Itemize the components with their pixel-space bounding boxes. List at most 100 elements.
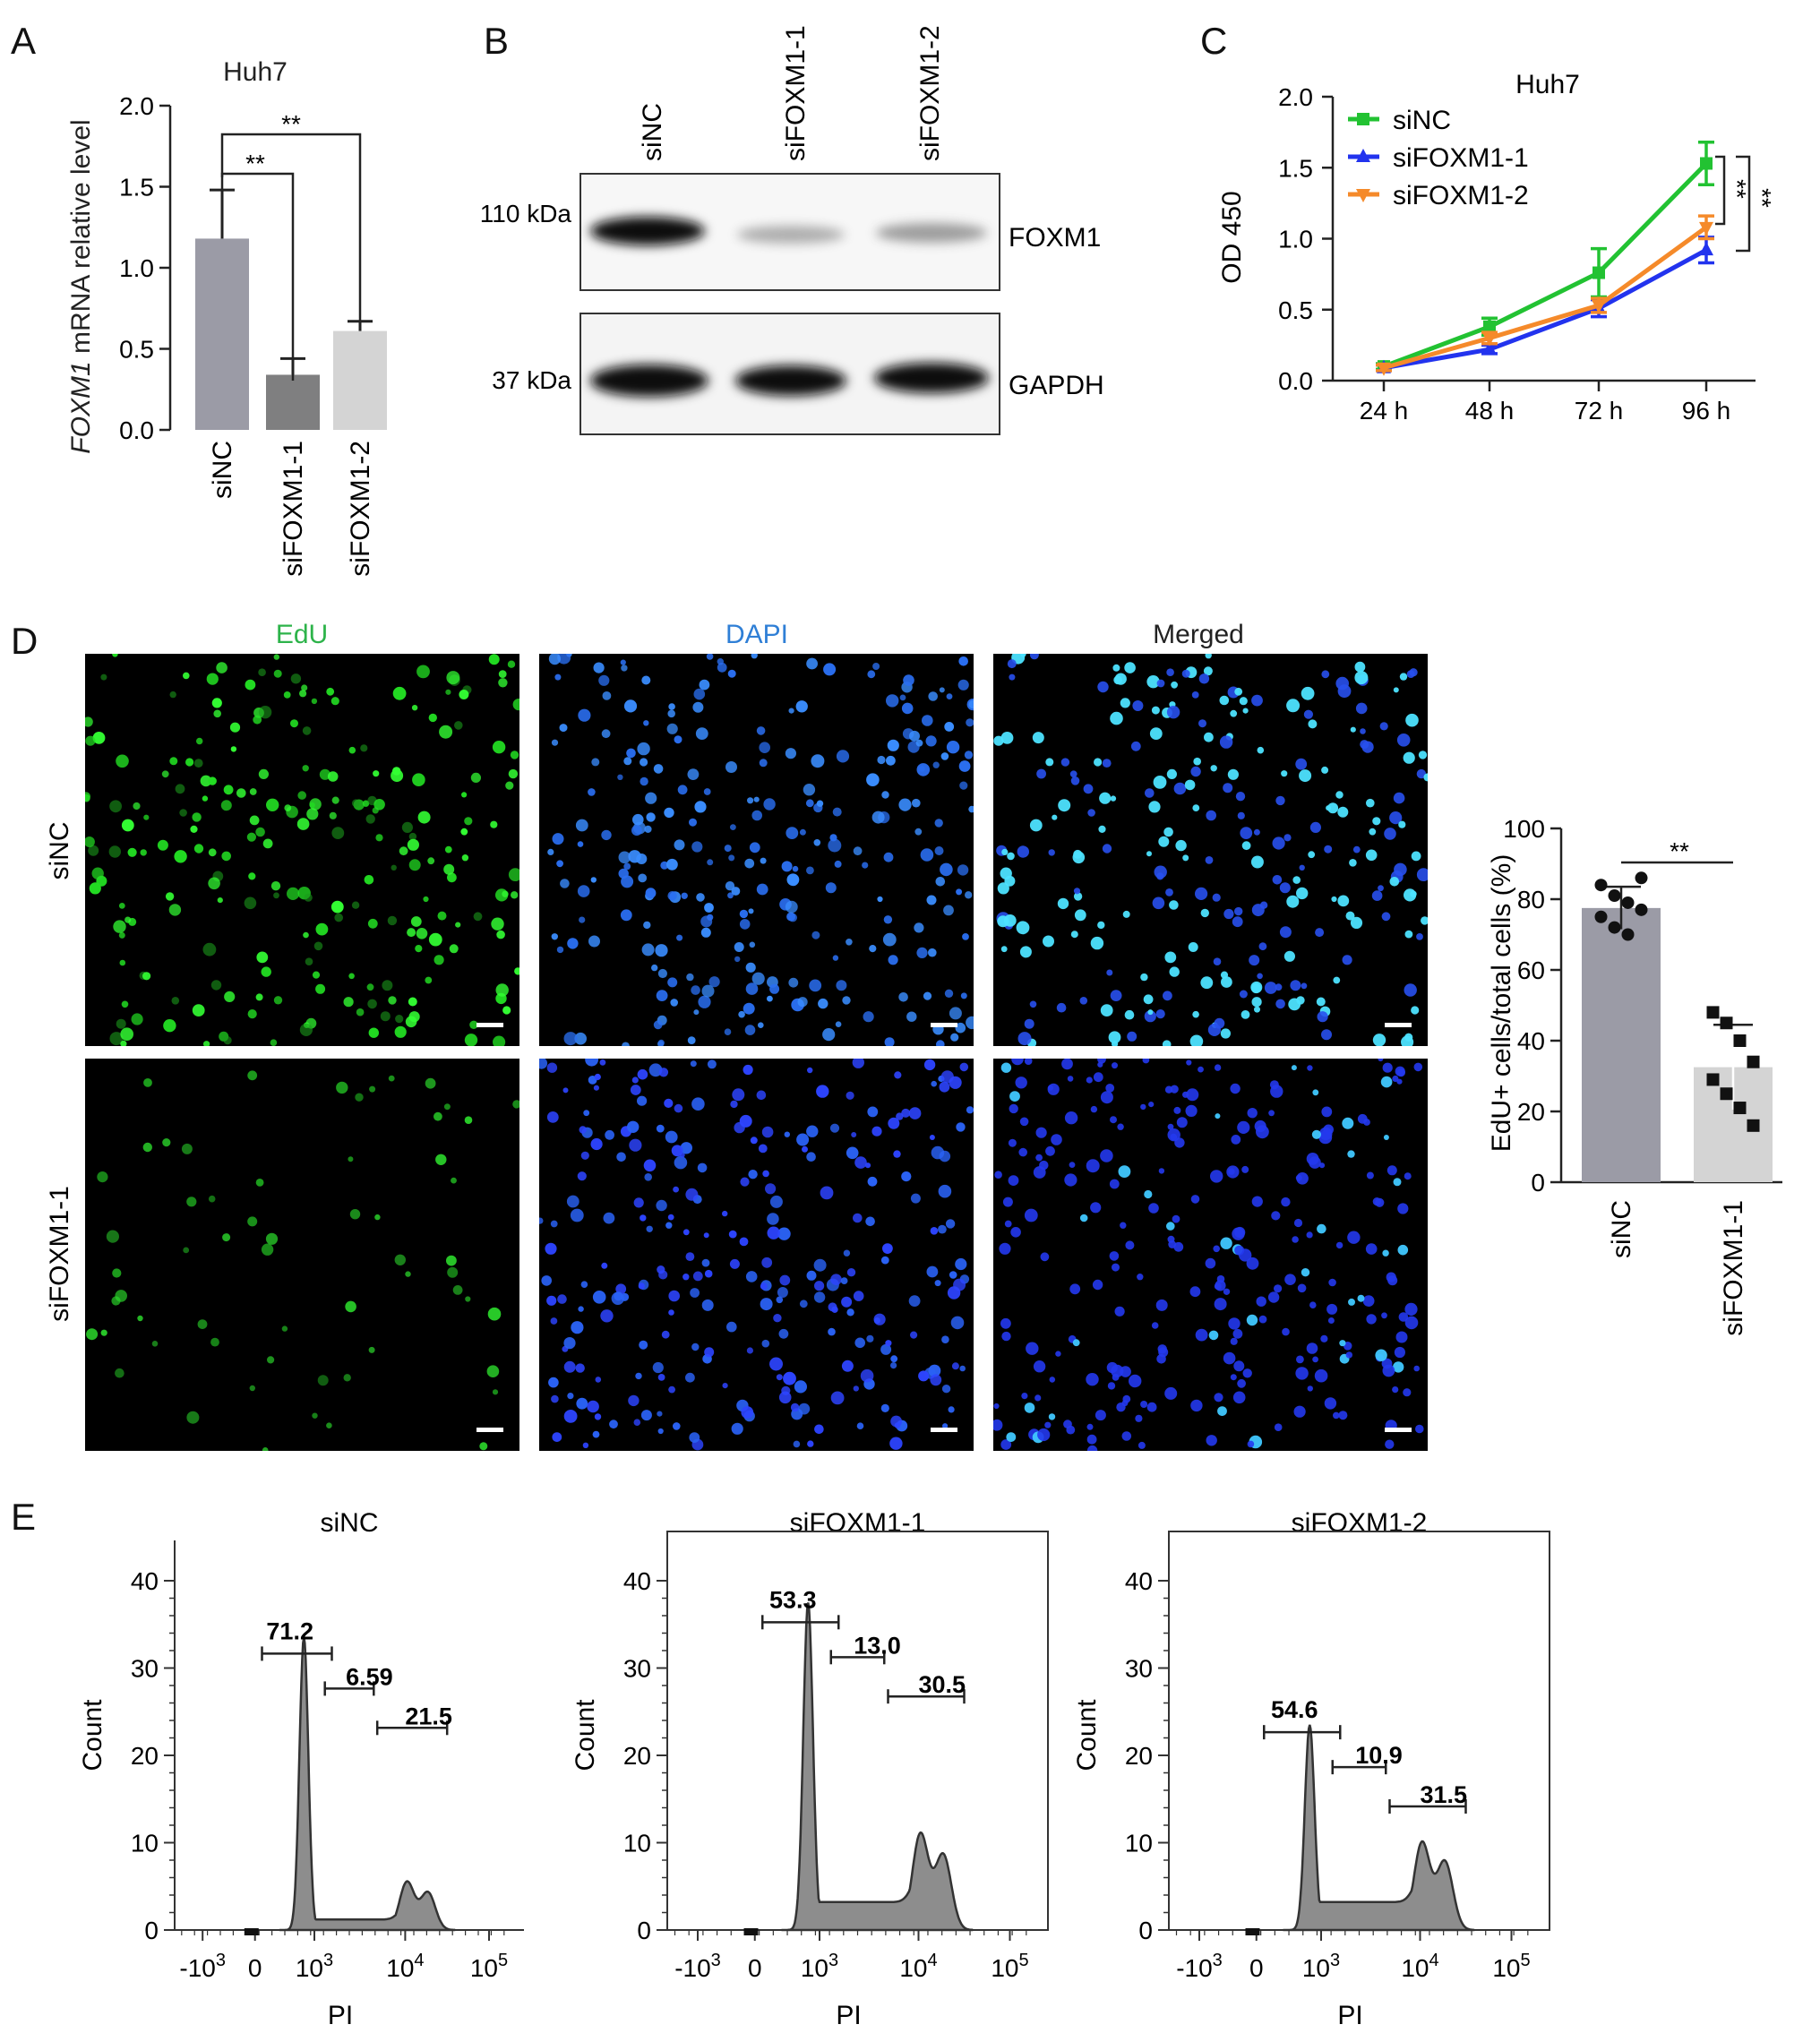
cell-nucleus xyxy=(1140,1401,1148,1408)
y-tick-label: 40 xyxy=(1517,1027,1545,1055)
cell-nucleus xyxy=(811,931,820,939)
cell-nucleus xyxy=(756,1090,767,1101)
cell-nucleus xyxy=(416,928,428,939)
y-tick-label: 1.0 xyxy=(1278,226,1313,253)
gate-percent-label: 71.2 xyxy=(266,1617,313,1644)
cell-nucleus xyxy=(616,1152,626,1162)
cell-nucleus xyxy=(946,693,953,699)
cell-nucleus xyxy=(1405,713,1419,727)
cell-nucleus xyxy=(749,842,760,854)
cell-nucleus xyxy=(651,964,658,972)
cell-nucleus xyxy=(551,739,559,746)
cell-nucleus xyxy=(1399,673,1408,681)
sig-label: ** xyxy=(1723,179,1751,199)
cell-nucleus xyxy=(97,1171,108,1183)
cell-nucleus xyxy=(1120,698,1130,708)
data-point xyxy=(1747,1055,1760,1068)
cell-nucleus xyxy=(230,746,237,752)
cell-nucleus xyxy=(934,1280,941,1287)
cell-nucleus xyxy=(601,829,612,841)
cell-nucleus xyxy=(464,1116,473,1124)
cell-nucleus xyxy=(1382,1364,1395,1377)
cell-nucleus xyxy=(660,861,669,870)
cell-nucleus xyxy=(941,1385,951,1394)
cell-nucleus xyxy=(162,1138,171,1147)
cell-nucleus xyxy=(1415,1424,1424,1434)
cell-nucleus xyxy=(578,708,591,722)
cell-nucleus xyxy=(1026,1342,1039,1355)
cell-nucleus xyxy=(410,916,422,927)
cell-nucleus xyxy=(1392,1075,1399,1083)
cell-nucleus xyxy=(793,1440,801,1448)
cell-nucleus xyxy=(1157,1344,1167,1354)
cell-nucleus xyxy=(1029,1000,1037,1008)
cell-nucleus xyxy=(309,802,315,809)
cell-nucleus xyxy=(492,1389,499,1395)
cell-nucleus xyxy=(830,1274,842,1285)
data-point xyxy=(1635,871,1648,885)
cell-nucleus xyxy=(1035,1154,1043,1162)
cell-nucleus xyxy=(657,1265,665,1274)
cell-nucleus xyxy=(901,702,914,715)
cell-nucleus xyxy=(1029,654,1039,660)
cell-nucleus xyxy=(966,1016,974,1030)
data-point-sifoxm1-1 xyxy=(1377,359,1391,373)
cell-nucleus xyxy=(395,1015,404,1024)
cell-nucleus xyxy=(1185,1104,1198,1117)
cell-nucleus xyxy=(1219,695,1230,706)
cell-nucleus xyxy=(655,944,668,957)
cell-nucleus xyxy=(1073,888,1081,895)
cell-nucleus xyxy=(1296,1355,1304,1364)
cell-nucleus xyxy=(903,674,914,686)
cell-nucleus xyxy=(143,1078,152,1087)
cell-nucleus xyxy=(210,1337,219,1347)
cell-nucleus xyxy=(283,691,291,699)
cell-nucleus xyxy=(559,724,568,733)
cell-nucleus xyxy=(1137,1274,1144,1281)
cell-nucleus xyxy=(940,1070,954,1084)
cell-nucleus xyxy=(575,1363,585,1373)
cell-nucleus xyxy=(157,839,168,851)
cell-nucleus xyxy=(1251,904,1265,917)
cell-nucleus xyxy=(1000,732,1014,744)
cell-nucleus xyxy=(1007,852,1015,861)
cell-nucleus xyxy=(633,1419,641,1426)
cell-nucleus xyxy=(1182,854,1189,862)
cell-nucleus xyxy=(1208,1330,1219,1341)
cell-nucleus xyxy=(668,1385,675,1394)
cell-nucleus xyxy=(142,1142,152,1153)
cell-nucleus xyxy=(637,1095,648,1106)
plot-frame xyxy=(1168,1531,1550,1931)
cell-nucleus xyxy=(1169,900,1179,910)
cell-nucleus xyxy=(1069,1162,1076,1168)
cell-nucleus xyxy=(748,1170,758,1179)
cell-nucleus xyxy=(1148,801,1161,813)
cell-nucleus xyxy=(788,913,797,922)
cell-nucleus xyxy=(469,1020,478,1029)
cell-nucleus xyxy=(1382,1249,1389,1257)
cell-nucleus xyxy=(407,928,416,938)
legend-marker xyxy=(1356,189,1370,202)
scale-bar xyxy=(1385,1428,1412,1432)
cell-nucleus xyxy=(590,1137,603,1151)
cell-nucleus xyxy=(1404,983,1417,997)
cell-nucleus xyxy=(142,972,151,981)
cell-nucleus xyxy=(871,1126,882,1137)
data-point-sifoxm1-1 xyxy=(1699,242,1713,256)
cell-nucleus xyxy=(796,1133,810,1146)
cell-nucleus xyxy=(717,662,727,673)
cell-nucleus xyxy=(1213,1245,1220,1253)
cell-nucleus xyxy=(305,957,313,965)
cell-nucleus xyxy=(786,827,799,839)
cell-nucleus xyxy=(1257,973,1263,980)
cell-nucleus xyxy=(100,1329,107,1336)
cell-nucleus xyxy=(728,1230,737,1239)
cell-nucleus xyxy=(1063,1420,1072,1429)
sig-label: ** xyxy=(281,110,301,138)
cell-nucleus xyxy=(1366,798,1375,808)
cell-nucleus xyxy=(761,1339,770,1348)
cell-nucleus xyxy=(115,1368,124,1378)
cell-nucleus xyxy=(697,1162,708,1173)
cell-nucleus xyxy=(1398,1312,1409,1322)
panel-a-ylabel: FOXM1 mRNA relative level xyxy=(66,119,96,453)
